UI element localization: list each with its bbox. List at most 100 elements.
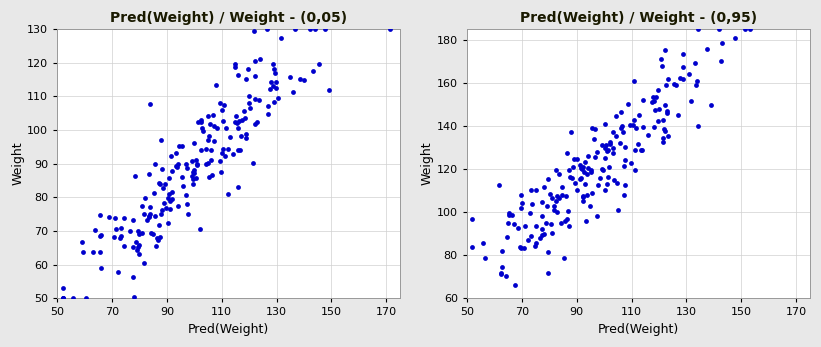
Point [169, 163, 182, 169]
Point [728, 35, 741, 41]
Point [228, 61, 241, 67]
Point [713, 26, 726, 32]
Point [287, 90, 300, 95]
Point [656, 139, 669, 145]
Point [239, 131, 252, 137]
Point [176, 143, 189, 149]
Point [606, 146, 619, 151]
Point [237, 108, 250, 114]
Point [219, 126, 232, 131]
Point [199, 146, 212, 152]
Point [535, 227, 548, 232]
Point [514, 245, 527, 250]
Point [215, 151, 228, 156]
Point [562, 167, 576, 173]
Point [626, 122, 640, 128]
Point [144, 212, 157, 217]
Point [126, 274, 140, 280]
Point [660, 110, 673, 116]
Point [588, 126, 601, 132]
Point [627, 78, 640, 84]
Point [155, 207, 168, 212]
Point [93, 212, 106, 218]
Point [181, 201, 194, 207]
Point [530, 240, 543, 246]
Point [294, 77, 307, 82]
Point [298, 77, 311, 83]
Point [144, 204, 157, 210]
Point [537, 184, 550, 190]
Point [267, 61, 280, 67]
Point [577, 194, 590, 200]
Point [692, 123, 705, 129]
Point [67, 296, 80, 301]
Point [266, 83, 279, 89]
Point [618, 144, 631, 150]
Point [150, 235, 163, 240]
Point [79, 296, 92, 301]
Point [610, 180, 623, 186]
Point [657, 136, 670, 141]
Point [163, 175, 176, 180]
Point [190, 158, 203, 163]
Point [156, 166, 169, 171]
Point [585, 190, 599, 195]
Point [616, 123, 629, 129]
Point [223, 135, 236, 140]
Point [254, 56, 267, 62]
Point [561, 208, 574, 214]
Point [176, 174, 189, 180]
Point [123, 228, 136, 234]
Point [590, 213, 603, 219]
Point [228, 65, 241, 70]
Point [229, 113, 242, 119]
Point [682, 71, 695, 77]
Point [658, 127, 671, 132]
Point [204, 121, 217, 127]
Point [76, 239, 89, 245]
Point [645, 99, 658, 104]
Point [114, 226, 127, 231]
Point [495, 271, 508, 276]
Point [154, 181, 167, 187]
Point [548, 207, 561, 212]
Point [188, 170, 201, 176]
Point [743, 26, 756, 32]
Point [677, 65, 690, 70]
Point [233, 147, 246, 153]
X-axis label: Pred(Weight): Pred(Weight) [188, 323, 269, 336]
Point [176, 184, 189, 189]
Point [660, 82, 673, 87]
Point [596, 167, 609, 172]
Point [161, 220, 174, 225]
Point [656, 63, 669, 69]
Point [142, 213, 155, 219]
Point [582, 165, 595, 171]
Point [518, 245, 531, 251]
Point [170, 164, 183, 170]
Point [195, 119, 208, 125]
Point [206, 112, 219, 118]
Point [653, 106, 666, 112]
Point [149, 244, 163, 249]
Point [222, 191, 235, 196]
Point [621, 101, 635, 106]
Point [187, 167, 200, 172]
Point [186, 158, 199, 164]
Point [56, 296, 69, 301]
Point [529, 243, 542, 248]
Point [662, 76, 675, 82]
Point [56, 296, 69, 301]
Point [580, 218, 593, 223]
Point [132, 251, 145, 257]
Point [599, 142, 612, 148]
Point [522, 237, 535, 242]
Point [249, 58, 262, 64]
Point [262, 111, 275, 117]
Point [544, 192, 557, 197]
Point [217, 118, 230, 124]
Point [199, 161, 212, 166]
Point [553, 171, 566, 176]
Point [232, 72, 245, 78]
Point [108, 234, 121, 239]
